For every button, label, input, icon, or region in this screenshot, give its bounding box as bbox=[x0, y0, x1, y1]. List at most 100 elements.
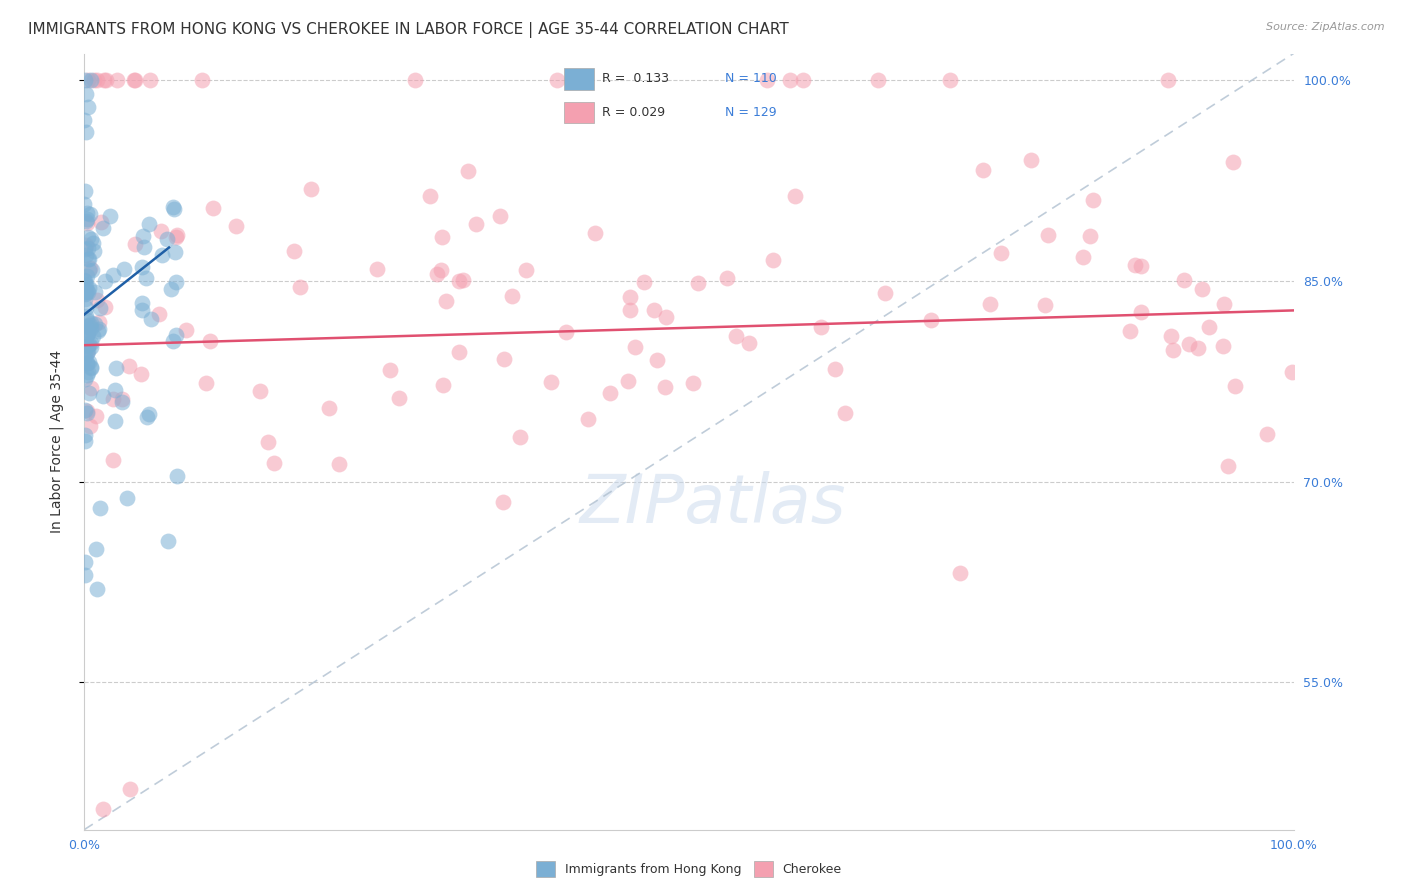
Point bbox=[93, 73, 115, 87]
Point bbox=[111, 392, 134, 407]
Point bbox=[645, 352, 668, 367]
Point bbox=[1129, 305, 1152, 319]
Point bbox=[202, 201, 225, 215]
Point bbox=[89, 501, 111, 516]
Point bbox=[73, 274, 96, 288]
Point bbox=[124, 236, 146, 251]
Point bbox=[75, 73, 97, 87]
Point bbox=[299, 182, 322, 196]
Point bbox=[80, 340, 103, 354]
Point bbox=[73, 434, 96, 448]
Point bbox=[87, 324, 110, 338]
Point bbox=[76, 406, 98, 420]
Point bbox=[77, 355, 100, 369]
FancyBboxPatch shape bbox=[564, 69, 593, 89]
Point bbox=[89, 301, 111, 315]
Point bbox=[834, 406, 856, 420]
Point bbox=[86, 293, 108, 308]
Point bbox=[938, 73, 960, 87]
Point bbox=[79, 252, 101, 266]
Point bbox=[131, 303, 153, 318]
Point bbox=[75, 277, 97, 292]
Point bbox=[75, 555, 97, 569]
Point bbox=[129, 367, 152, 381]
Point bbox=[174, 323, 197, 337]
Point bbox=[725, 329, 748, 343]
Point bbox=[1078, 228, 1101, 243]
Point bbox=[1130, 260, 1153, 274]
Point bbox=[165, 244, 187, 259]
Point bbox=[1178, 337, 1201, 351]
Point bbox=[73, 427, 96, 442]
Y-axis label: In Labor Force | Age 35-44: In Labor Force | Age 35-44 bbox=[49, 350, 63, 533]
Point bbox=[162, 334, 184, 348]
Point bbox=[75, 348, 97, 362]
Point bbox=[1213, 297, 1236, 311]
Point bbox=[492, 494, 515, 508]
Text: R = 0.029: R = 0.029 bbox=[602, 106, 665, 120]
Point bbox=[75, 318, 97, 333]
Point bbox=[682, 376, 704, 390]
Point bbox=[75, 248, 97, 262]
Point bbox=[138, 408, 160, 422]
Point bbox=[77, 385, 100, 400]
Point bbox=[447, 274, 470, 288]
Point bbox=[1083, 193, 1105, 207]
Point bbox=[501, 289, 523, 303]
Point bbox=[166, 227, 188, 242]
Point bbox=[868, 73, 890, 87]
Point bbox=[131, 260, 153, 274]
Point bbox=[101, 452, 124, 467]
Point bbox=[1173, 273, 1195, 287]
Point bbox=[91, 802, 114, 816]
Point bbox=[419, 189, 441, 203]
Point bbox=[79, 419, 101, 434]
Point bbox=[77, 229, 100, 244]
Point bbox=[388, 391, 411, 405]
Point bbox=[82, 263, 104, 277]
Text: N = 129: N = 129 bbox=[725, 106, 778, 120]
Point bbox=[489, 209, 512, 223]
FancyBboxPatch shape bbox=[564, 103, 593, 123]
Point bbox=[93, 274, 115, 288]
Point bbox=[104, 361, 127, 376]
Point bbox=[91, 389, 114, 403]
Point bbox=[1212, 339, 1234, 353]
Point bbox=[249, 384, 271, 398]
Point bbox=[198, 334, 221, 349]
Point bbox=[288, 280, 311, 294]
Point bbox=[434, 293, 457, 308]
Point bbox=[138, 218, 160, 232]
Point bbox=[131, 296, 153, 310]
Point bbox=[73, 113, 96, 128]
Point bbox=[77, 241, 100, 255]
Point bbox=[150, 225, 173, 239]
Point bbox=[132, 229, 155, 244]
Point bbox=[194, 376, 217, 391]
Point bbox=[619, 303, 641, 318]
Point bbox=[77, 344, 100, 359]
Point bbox=[328, 457, 350, 471]
Point bbox=[779, 73, 801, 87]
Point bbox=[429, 262, 451, 277]
Point bbox=[73, 372, 96, 386]
Point bbox=[156, 533, 179, 548]
Point bbox=[77, 263, 100, 277]
Point bbox=[79, 207, 101, 221]
Point bbox=[76, 206, 98, 220]
Point bbox=[103, 414, 125, 428]
Point bbox=[84, 285, 107, 299]
Point bbox=[73, 184, 96, 198]
Point bbox=[80, 316, 103, 330]
Point bbox=[104, 384, 127, 398]
Point bbox=[76, 403, 98, 417]
Point bbox=[547, 73, 569, 87]
Point bbox=[738, 336, 761, 351]
Point bbox=[451, 272, 474, 286]
Point bbox=[73, 286, 96, 301]
Point bbox=[76, 268, 98, 283]
Point bbox=[1218, 458, 1240, 473]
Point bbox=[972, 162, 994, 177]
Point bbox=[756, 73, 779, 87]
Point bbox=[1071, 250, 1094, 264]
